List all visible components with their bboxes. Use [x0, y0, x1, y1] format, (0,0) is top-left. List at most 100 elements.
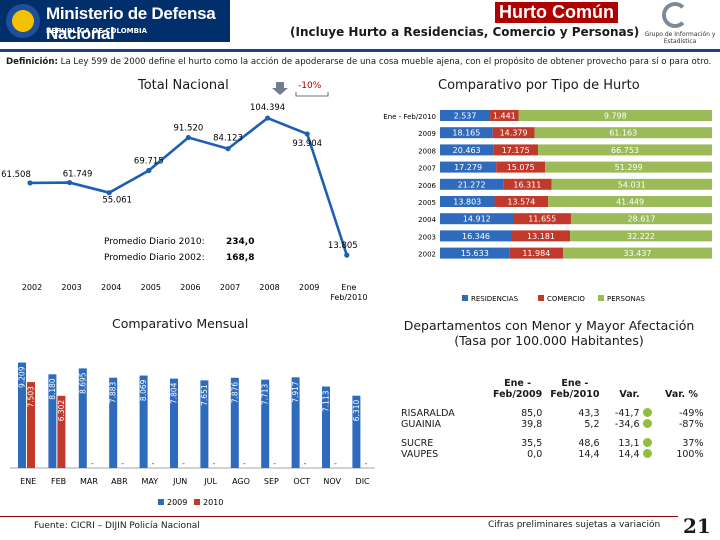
row-2010: 14,4: [578, 449, 600, 460]
empty-marker: -: [364, 459, 367, 468]
bar-label: 9.209: [18, 366, 27, 388]
bar-label: 13.803: [453, 198, 481, 207]
definition: Definición: La Ley 599 de 2000 define el…: [6, 56, 716, 68]
category-label: 2006: [418, 182, 436, 190]
tick-label: 2009: [299, 283, 319, 292]
data-label: 13.805: [328, 241, 358, 251]
row-var: -41,7: [604, 408, 656, 419]
data-point: [225, 146, 231, 152]
header-divider: [0, 49, 720, 52]
tick-label: MAR: [80, 477, 98, 486]
tipo-hurto-chart: Ene - Feb/2010 2.537 1.441 9.798 2009 18.165 1…: [383, 110, 712, 303]
bar-label: 7.713: [261, 383, 270, 405]
bar-segment: [503, 178, 552, 190]
bar: [27, 382, 35, 468]
bar-segment: [548, 196, 712, 207]
bar-label: 54.031: [618, 180, 646, 189]
legend-label: 2009: [167, 498, 187, 507]
mensual-title: Comparativo Mensual: [112, 316, 249, 331]
departamentos-title-line2: (Tasa por 100.000 Habitantes): [454, 333, 644, 348]
bar-segment: [509, 247, 564, 259]
row-2009: 39,8: [521, 419, 543, 430]
ministry-name: Ministerio de Defensa Nacional: [46, 4, 216, 43]
bar-segment: [490, 110, 519, 121]
tick-label: MAY: [141, 477, 158, 486]
row-2009: 0,0: [527, 449, 543, 460]
empty-marker: -: [212, 459, 215, 468]
bar-label: 7.804: [170, 382, 179, 404]
bar: [78, 368, 87, 468]
bar-segment: [551, 178, 712, 190]
bar: [139, 375, 148, 468]
bar-label: 11.984: [522, 249, 550, 258]
row-var-pct: 100%: [676, 449, 704, 460]
bar-label: 8.180: [48, 378, 57, 400]
row-2009: 85,0: [521, 408, 543, 419]
legend-swatch: [194, 499, 200, 505]
tick-label: 2006: [180, 283, 200, 292]
legend-swatch: [158, 499, 164, 505]
category-label: 2009: [418, 130, 436, 138]
bar-label: 9.798: [604, 112, 627, 121]
tick-label: NOV: [323, 477, 341, 486]
header-var-pct: Var. %: [664, 389, 698, 400]
header-2009: Ene - Feb/2009: [493, 378, 543, 400]
bar: [109, 377, 118, 468]
row-var-pct: -49%: [678, 408, 704, 419]
row-var-value: 14,4: [618, 449, 640, 460]
legend-label: PERSONAS: [607, 295, 645, 303]
empty-marker: -: [304, 459, 307, 468]
bar-label: 2.537: [454, 112, 477, 121]
bar-segment: [534, 127, 712, 139]
grupo-logo-icon: [662, 2, 688, 28]
tick-label: 2003: [61, 283, 81, 292]
tick-label: JUN: [172, 477, 187, 486]
status-dot-icon: [642, 408, 652, 417]
ministry-country: REPUBLICA DE COLOMBIA: [46, 27, 147, 35]
data-label: 61.749: [63, 170, 93, 180]
bar: [170, 378, 178, 468]
page-subtitle: (Incluye Hurto a Residencias, Comercio y…: [290, 25, 640, 39]
row-2010: 43,3: [578, 408, 600, 419]
daily-2002-label: Promedio Diario 2002:: [104, 253, 205, 263]
tick-label: JUL: [203, 477, 217, 486]
departamentos-header-row: Ene - Feb/2009 Ene - Feb/2010 Var. Var. …: [397, 378, 708, 400]
bar: [48, 374, 57, 468]
bar-label: 13.181: [527, 232, 555, 241]
bar-label: 7.876: [230, 382, 239, 404]
bar-label: 41.449: [616, 198, 644, 207]
bar-label: 13.574: [507, 198, 535, 207]
bar-label: 16.311: [513, 180, 541, 189]
empty-marker: -: [273, 459, 276, 468]
bar-label: 8.695: [78, 372, 87, 394]
tick-label: 2004: [101, 283, 121, 292]
data-label: 104.394: [250, 103, 285, 113]
data-label: 93.904: [292, 139, 322, 149]
bar-segment: [440, 110, 491, 121]
empty-marker: -: [243, 459, 246, 468]
category-label: Ene - Feb/2010: [383, 113, 436, 121]
daily-2010-value: 234,0: [226, 237, 254, 247]
page-number: 21: [683, 514, 711, 538]
header-var: Var.: [619, 389, 640, 400]
bar-label: 7.883: [109, 381, 118, 403]
bar-segment: [440, 127, 493, 139]
bar-label: 15.075: [507, 163, 535, 172]
tick-label: 2005: [141, 283, 161, 292]
bar-label: 16.346: [462, 232, 490, 241]
change-indicator: -10%: [272, 81, 329, 97]
coat-of-arms-icon: [6, 4, 40, 38]
bar-segment: [512, 230, 571, 242]
daily-2010-label: Promedio Diario 2010:: [104, 237, 205, 247]
bar-segment: [440, 213, 514, 225]
row-var: 13,1: [604, 438, 656, 449]
row-var-pct: -87%: [678, 419, 704, 430]
bar-label: 15.633: [461, 249, 489, 258]
departamentos-title-line1: Departamentos con Menor y Mayor Afectaci…: [403, 318, 695, 333]
tick-label: Ene: [341, 283, 356, 292]
table-row: VAUPES 0,0 14,4 14,4 100%: [397, 449, 708, 460]
bar: [57, 395, 66, 468]
footer-note: Cifras preliminares sujetas a variación: [488, 520, 661, 530]
row-2009: 35,5: [521, 438, 543, 449]
bar-label: 18.165: [452, 129, 480, 138]
